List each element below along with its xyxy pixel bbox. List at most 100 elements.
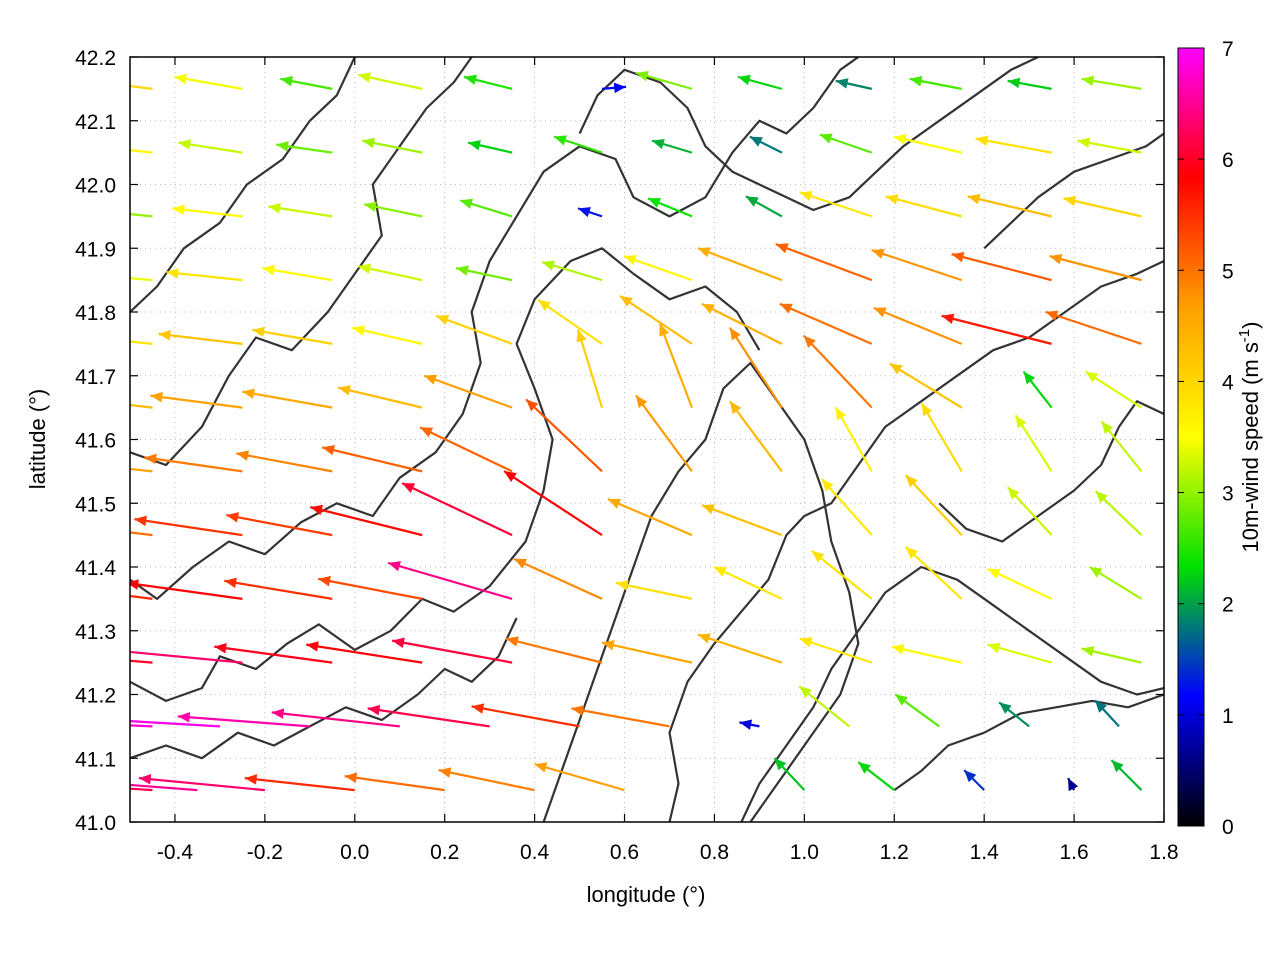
wind-arrow xyxy=(904,546,963,600)
x-tick-label: 1.2 xyxy=(880,841,909,864)
wind-arrow-shaft xyxy=(571,707,670,728)
wind-arrow xyxy=(130,531,153,537)
wind-arrow xyxy=(262,264,333,282)
wind-arrow-shaft xyxy=(391,639,513,664)
wind-arrow-head xyxy=(310,504,324,516)
wind-arrow xyxy=(363,201,423,218)
wind-arrow xyxy=(1067,777,1079,792)
wind-arrow-head xyxy=(803,335,816,348)
wind-arrow-shaft xyxy=(401,482,513,537)
wind-arrow-shaft xyxy=(150,394,243,409)
wind-arrow-shaft xyxy=(387,561,513,600)
colorbar-title-main: 10m-wind speed (m s xyxy=(1238,342,1263,552)
terrain-contour-line xyxy=(578,57,1039,212)
wind-arrow xyxy=(889,362,963,409)
wind-arrow-shaft xyxy=(130,531,153,537)
wind-arrow xyxy=(601,640,693,664)
wind-arrow-head xyxy=(607,498,621,509)
x-tick-label: 1.8 xyxy=(1149,841,1178,864)
wind-arrow-head xyxy=(1085,371,1099,383)
wind-arrow-shaft xyxy=(351,326,423,345)
y-tick-label: 42.2 xyxy=(75,47,116,70)
wind-arrow-shaft xyxy=(130,403,153,409)
wind-arrow-head xyxy=(967,193,981,205)
wind-arrow-shaft xyxy=(130,467,153,473)
wind-arrow-head xyxy=(1081,646,1095,657)
wind-arrow xyxy=(607,498,693,537)
wind-arrow xyxy=(438,767,535,792)
x-tick-label: 0.8 xyxy=(700,841,729,864)
wind-arrow xyxy=(130,149,153,154)
wind-arrow xyxy=(576,329,604,408)
wind-arrow xyxy=(635,394,693,473)
wind-arrow-shaft xyxy=(713,565,783,600)
wind-arrow-head xyxy=(244,774,258,785)
wind-arrow-shaft xyxy=(891,645,962,664)
wind-arrow xyxy=(455,265,513,282)
wind-arrow-shaft xyxy=(130,149,153,154)
wind-arrow-head xyxy=(909,75,923,87)
wind-arrow-head xyxy=(701,303,715,314)
wind-arrow-head xyxy=(835,78,849,89)
wind-arrow-head xyxy=(344,772,358,784)
wind-arrow-shaft xyxy=(130,594,153,600)
wind-arrow-head xyxy=(364,201,377,212)
wind-arrow-head xyxy=(987,642,1001,653)
wind-arrow-head xyxy=(468,140,481,151)
wind-arrow-head xyxy=(1007,487,1020,500)
wind-arrow xyxy=(651,138,693,154)
wind-arrow-shaft xyxy=(820,478,873,536)
wind-arrow-shaft xyxy=(318,577,423,600)
wind-arrow-shaft xyxy=(779,302,873,345)
wind-arrow-head xyxy=(280,75,293,87)
x-tick-label: 1.6 xyxy=(1059,841,1088,864)
wind-arrow xyxy=(503,470,603,537)
wind-arrow xyxy=(130,787,153,792)
wind-arrow xyxy=(138,773,265,792)
x-tick-label: 0.4 xyxy=(520,841,550,864)
wind-arrow-head xyxy=(538,299,551,311)
wind-arrow-shaft xyxy=(309,506,423,537)
wind-arrow xyxy=(130,650,243,664)
wind-arrow xyxy=(252,326,333,345)
wind-arrow-head xyxy=(601,640,615,651)
terrain-contours xyxy=(130,57,1164,822)
wind-arrow xyxy=(619,294,693,345)
wind-arrow xyxy=(998,701,1030,728)
wind-arrow xyxy=(463,74,513,90)
x-axis-ticks: -0.4 -0.2 0.0 0.2 0.4 0.6 0.8 1.0 1.2 1.4 1.6 1.8 xyxy=(157,57,1179,864)
wind-arrow-head xyxy=(871,248,885,259)
y-tick-label: 41.8 xyxy=(75,302,116,325)
wind-arrow-head xyxy=(858,762,871,774)
wind-arrow xyxy=(214,642,333,664)
wind-arrow xyxy=(697,633,783,664)
wind-arrow xyxy=(534,762,625,792)
wind-arrow-shaft xyxy=(525,398,603,473)
wind-arrow xyxy=(1081,75,1142,90)
wind-arrow xyxy=(130,467,153,473)
wind-arrow-head xyxy=(729,401,742,415)
wind-arrow-head xyxy=(873,307,887,318)
wind-arrow xyxy=(802,334,873,409)
wind-arrow-shaft xyxy=(242,390,333,409)
wind-arrow-head xyxy=(388,561,402,572)
wind-arrow-shaft xyxy=(503,470,603,537)
wind-arrow-head xyxy=(1049,253,1063,265)
wind-arrow-shaft xyxy=(134,518,243,537)
wind-arrow xyxy=(1045,310,1142,345)
wind-arrow xyxy=(1094,699,1120,728)
wind-arrow-head xyxy=(987,568,1001,579)
wind-arrow-shaft xyxy=(697,247,783,282)
colorbar-ticks: 0 1 2 3 4 5 6 7 xyxy=(1178,38,1234,839)
wind-arrow xyxy=(779,302,873,345)
y-tick-label: 41.4 xyxy=(75,557,116,580)
wind-arrow-head xyxy=(526,399,539,412)
wind-arrow-head xyxy=(322,444,335,456)
wind-arrow-head xyxy=(214,642,227,654)
colorbar xyxy=(1177,47,1205,827)
wind-arrow xyxy=(909,75,962,90)
wind-arrow-head xyxy=(174,73,188,85)
wind-arrow-shaft xyxy=(435,314,513,345)
wind-arrow-shaft xyxy=(144,456,243,473)
